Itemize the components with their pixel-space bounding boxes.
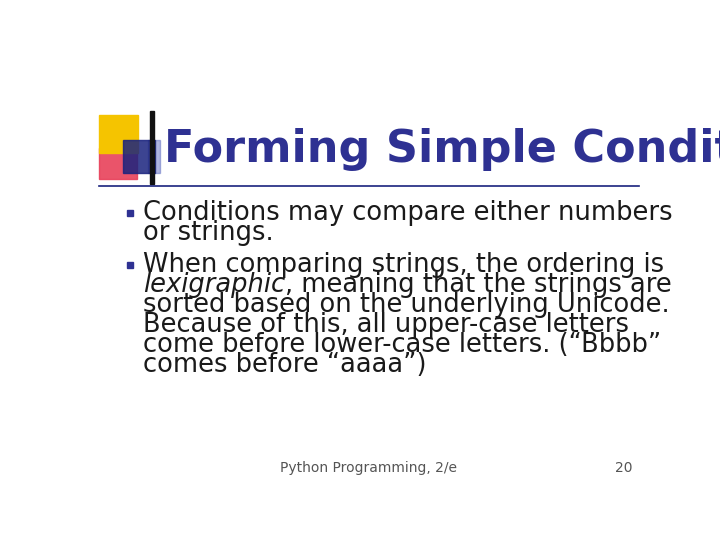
Bar: [127, 261, 133, 268]
Text: Conditions may compare either numbers: Conditions may compare either numbers: [143, 200, 672, 226]
Bar: [99, 115, 138, 153]
Text: , meaning that the strings are: , meaning that the strings are: [285, 272, 672, 298]
Text: sorted based on the underlying Unicode.: sorted based on the underlying Unicode.: [143, 292, 670, 318]
Text: 20: 20: [615, 461, 632, 475]
Bar: [99, 148, 137, 179]
Text: Because of this, all upper-case letters: Because of this, all upper-case letters: [143, 312, 629, 338]
Text: When comparing strings, the ordering is: When comparing strings, the ordering is: [143, 252, 664, 278]
Text: Forming Simple Conditions: Forming Simple Conditions: [163, 128, 720, 171]
Bar: [127, 210, 133, 215]
Bar: [148, 140, 160, 173]
Text: Python Programming, 2/e: Python Programming, 2/e: [281, 461, 457, 475]
Text: or strings.: or strings.: [143, 220, 274, 246]
Text: comes before “aaaa”): comes before “aaaa”): [143, 352, 426, 378]
Bar: [150, 111, 153, 184]
Text: come before lower-case letters. (“Bbbb”: come before lower-case letters. (“Bbbb”: [143, 332, 661, 358]
Text: lexigraphic: lexigraphic: [143, 272, 285, 298]
Bar: [122, 140, 155, 173]
